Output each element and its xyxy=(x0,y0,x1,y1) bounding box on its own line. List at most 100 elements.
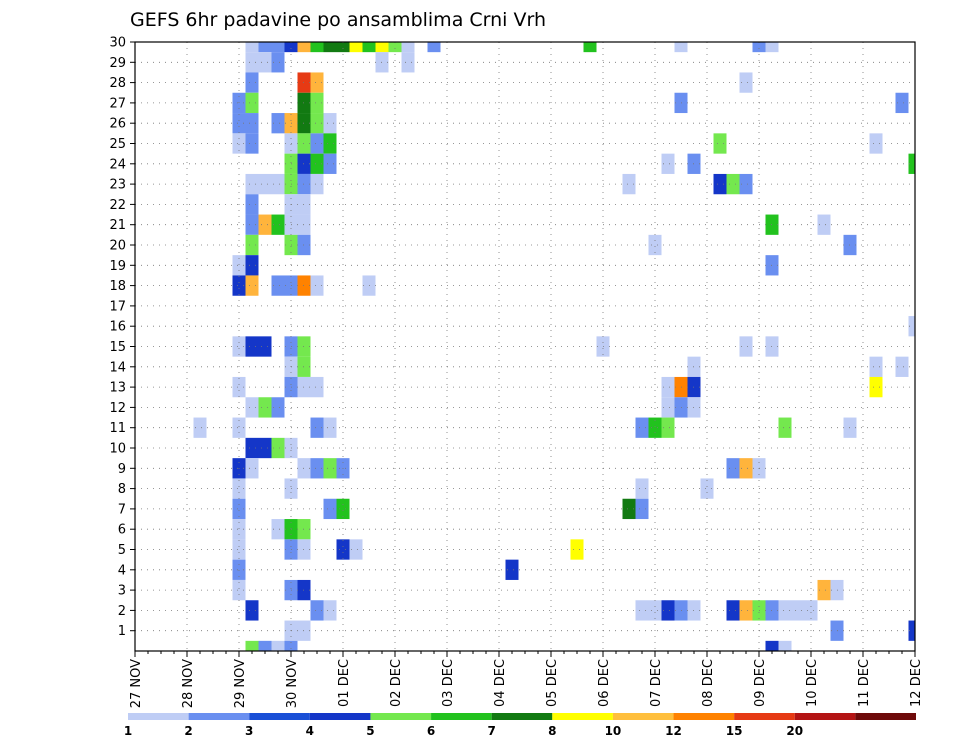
heatmap-cell xyxy=(310,173,324,195)
heatmap-cell xyxy=(232,478,246,499)
heatmap-cell xyxy=(323,417,337,438)
heatmap-cell xyxy=(258,437,272,459)
heatmap-cell xyxy=(622,498,636,520)
heatmap-cell xyxy=(310,92,324,114)
heatmap-cell xyxy=(297,42,311,53)
y-tick-label: 7 xyxy=(118,502,126,517)
legend-label: 2 xyxy=(184,724,192,738)
legend-swatch xyxy=(734,713,795,720)
y-tick-label: 29 xyxy=(109,56,126,71)
heatmap-cell xyxy=(635,600,649,621)
legend-label: 12 xyxy=(665,724,682,738)
heatmap-cell xyxy=(245,52,259,73)
heatmap-cell xyxy=(245,113,259,134)
x-tick-label: 27 NOV xyxy=(129,659,144,708)
y-tick-label: 10 xyxy=(109,442,126,457)
y-tick-label: 11 xyxy=(109,421,126,436)
legend-label: 15 xyxy=(726,724,743,738)
y-tick-label: 1 xyxy=(118,624,126,639)
y-tick-label: 4 xyxy=(118,563,126,578)
heatmap-cell xyxy=(726,458,740,479)
legend-swatch xyxy=(128,713,189,720)
heatmap-cell xyxy=(908,620,915,641)
heatmap-cell xyxy=(245,42,259,53)
heatmap-cell xyxy=(869,376,883,398)
y-tick-label: 23 xyxy=(109,178,126,193)
heatmap-cell xyxy=(713,173,727,195)
heatmap-cell xyxy=(401,42,415,53)
heatmap-cell xyxy=(310,72,324,93)
heatmap-cell xyxy=(232,255,246,276)
heatmap-cell xyxy=(726,600,740,621)
heatmap-cell xyxy=(583,42,597,53)
heatmap-cell xyxy=(323,458,337,479)
heatmap-cell xyxy=(245,72,259,93)
heatmap-cell xyxy=(648,417,662,438)
y-tick-label: 19 xyxy=(109,259,126,274)
x-tick-label: 28 NOV xyxy=(181,659,196,708)
heatmap-cell xyxy=(570,539,584,560)
heatmap-cell xyxy=(817,214,831,235)
heatmap-cell xyxy=(817,579,831,601)
legend-swatch xyxy=(673,713,735,720)
heatmap-cell xyxy=(310,113,324,134)
heatmap-cell xyxy=(635,498,649,520)
heatmap-cell xyxy=(323,113,337,134)
heatmap-cell xyxy=(778,640,792,651)
heatmap-cell xyxy=(245,255,259,276)
heatmap-cell xyxy=(284,640,298,651)
heatmap-cell xyxy=(323,153,337,174)
x-tick-label: 02 DEC xyxy=(389,659,404,707)
x-tick-label: 10 DEC xyxy=(805,659,820,707)
heatmap-cell xyxy=(310,42,324,53)
x-tick-label: 06 DEC xyxy=(597,659,612,707)
y-tick-label: 3 xyxy=(118,584,126,599)
x-tick-label: 29 NOV xyxy=(233,659,248,708)
heatmap-cell xyxy=(245,214,259,235)
legend-label: 6 xyxy=(427,724,435,738)
heatmap-cell xyxy=(310,458,324,479)
heatmap-cell xyxy=(271,640,285,651)
y-tick-label: 22 xyxy=(109,198,126,213)
heatmap-cell xyxy=(323,133,337,154)
y-tick-label: 18 xyxy=(109,279,126,294)
heatmap-cell xyxy=(323,600,337,621)
heatmap-cell xyxy=(349,42,363,53)
legend-swatch xyxy=(370,713,432,720)
heatmap-cell xyxy=(245,92,259,114)
heatmap-cell xyxy=(739,458,753,479)
heatmap-cell xyxy=(245,234,259,256)
heatmap-cell xyxy=(271,173,285,195)
legend-label: 1 xyxy=(124,724,132,738)
legend-swatch xyxy=(431,713,492,720)
x-tick-label: 11 DEC xyxy=(857,659,872,707)
legend-label: 8 xyxy=(548,724,556,738)
heatmap-cells xyxy=(193,42,915,651)
chart-title: GEFS 6hr padavine po ansamblima Crni Vrh xyxy=(130,9,546,31)
heatmap-cell xyxy=(245,275,259,296)
y-tick-label: 13 xyxy=(109,381,126,396)
legend-label: 7 xyxy=(488,724,496,738)
heatmap-cell xyxy=(765,640,779,651)
y-tick-label: 2 xyxy=(118,604,126,619)
legend-label: 5 xyxy=(366,724,374,738)
heatmap-cell xyxy=(245,397,259,418)
heatmap-cell xyxy=(349,539,363,560)
legend-label: 20 xyxy=(786,724,803,738)
x-tick-label: 12 DEC xyxy=(909,659,924,707)
y-tick-label: 12 xyxy=(109,401,126,416)
heatmap-cell xyxy=(232,417,246,438)
heatmap-cell xyxy=(752,42,766,53)
heatmap-cell xyxy=(310,600,324,621)
heatmap-cell xyxy=(232,519,246,540)
x-tick-label: 30 NOV xyxy=(285,659,300,708)
heatmap-cell xyxy=(245,173,259,195)
x-tick-label: 07 DEC xyxy=(649,659,664,707)
x-tick-label: 03 DEC xyxy=(441,659,456,707)
heatmap-cell xyxy=(726,173,740,195)
heatmap-cell xyxy=(310,417,324,438)
heatmap-cell xyxy=(323,42,337,53)
y-axis: 1234567891011121314151617181920212223242… xyxy=(109,36,135,639)
heatmap-cell xyxy=(336,539,350,560)
